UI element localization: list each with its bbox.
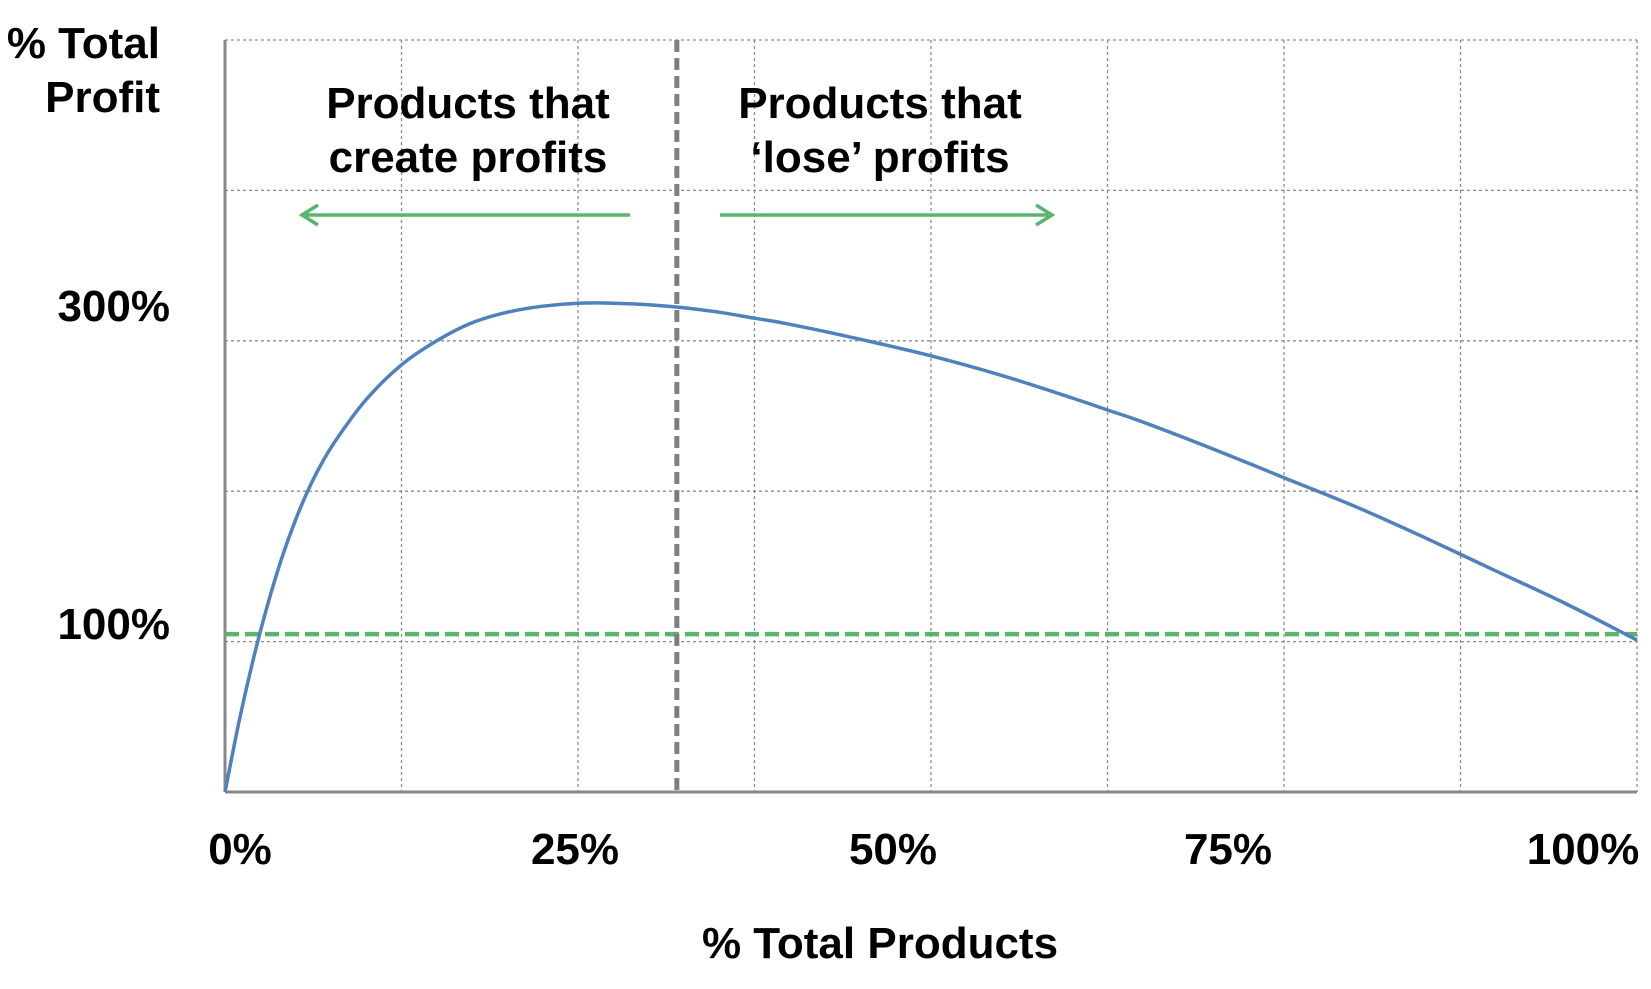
right-annotation-line-2: ‘lose’ profits bbox=[750, 133, 1009, 182]
right-annotation-line-1: Products that bbox=[738, 79, 1022, 128]
x-tick-label: 75% bbox=[1184, 825, 1272, 874]
x-axis-title: % Total Products bbox=[702, 919, 1058, 968]
left-arrow-head bbox=[298, 203, 319, 227]
grid bbox=[225, 39, 1638, 792]
y-axis-title-line-2: Profit bbox=[45, 73, 160, 122]
left-annotation-line-1: Products that bbox=[326, 79, 610, 128]
y-tick-label: 100% bbox=[57, 600, 170, 649]
right-arrow-head bbox=[1035, 203, 1056, 227]
y-axis-title-line-1: % Total bbox=[7, 19, 160, 68]
x-tick-label: 100% bbox=[1527, 825, 1640, 874]
axes bbox=[223, 40, 1637, 794]
left-annotation-line-2: create profits bbox=[329, 133, 608, 182]
annotation-arrows bbox=[298, 203, 1056, 227]
profit-curve bbox=[223, 301, 1638, 793]
y-tick-label: 300% bbox=[57, 282, 170, 331]
x-tick-label: 50% bbox=[849, 825, 937, 874]
x-tick-labels: 0% 25% 50% 75% 100% bbox=[208, 825, 1639, 874]
reference-lines bbox=[225, 40, 1637, 792]
x-tick-label: 25% bbox=[531, 825, 619, 874]
y-tick-labels: 100% 300% bbox=[57, 282, 170, 649]
series-layer bbox=[223, 301, 1638, 793]
x-tick-label: 0% bbox=[208, 825, 272, 874]
